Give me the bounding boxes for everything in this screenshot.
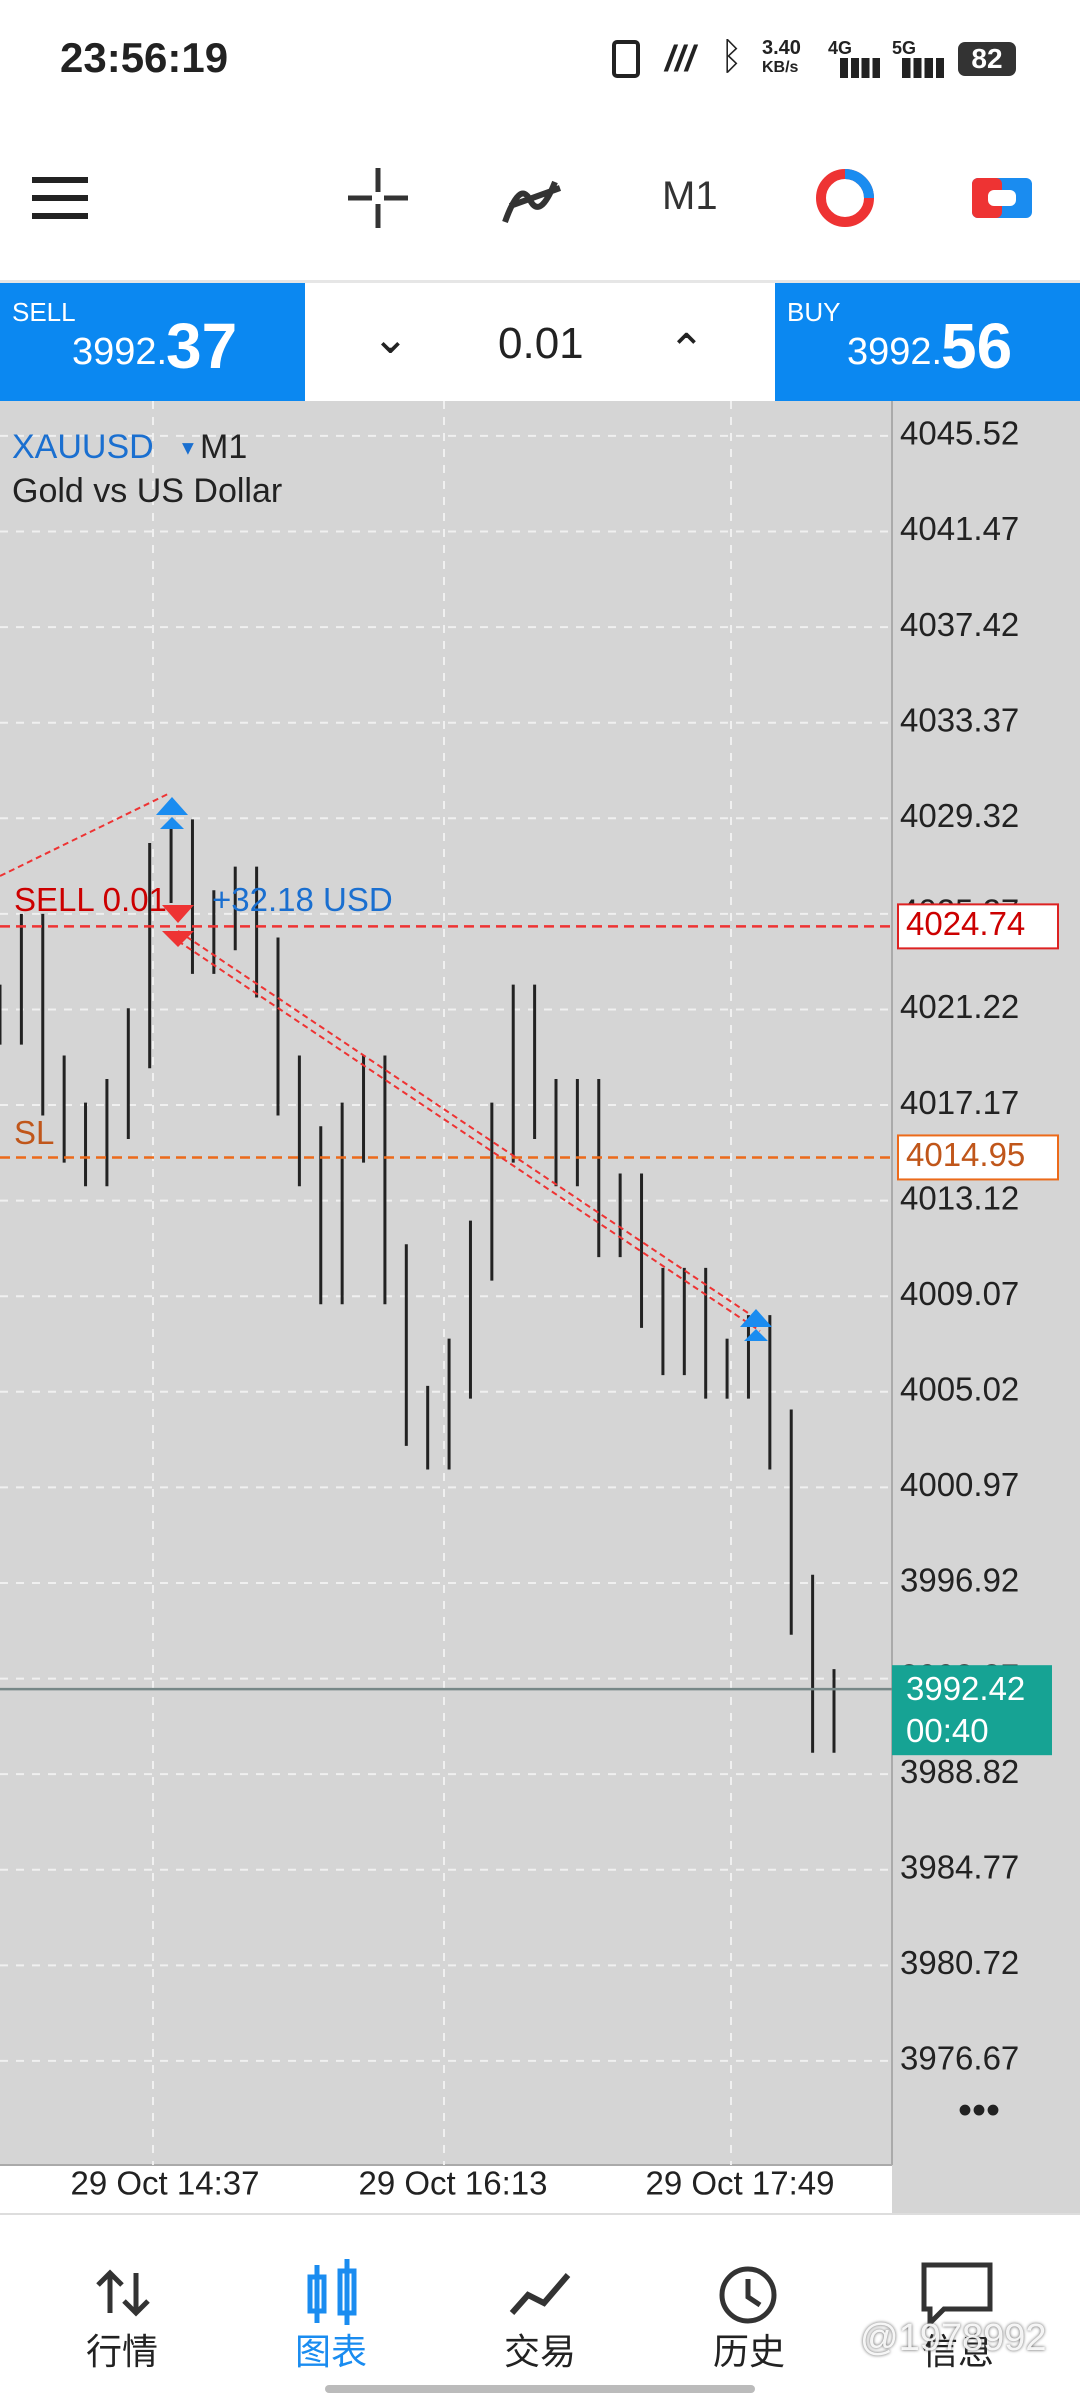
trade-panel: SELL 3992. 37 ⌄ 0.01 ⌃ BUY 3992. 56 bbox=[0, 283, 1080, 401]
status-bar: 23:56:19 /// ᛒ 3.40 KB/s 4G 5G 82 bbox=[0, 0, 1080, 120]
sl-price: 4014.95 bbox=[906, 1136, 1025, 1173]
y-tick-label: 4041.47 bbox=[900, 510, 1019, 547]
buy-price: 3992. bbox=[847, 331, 943, 373]
sell-price-big: 37 bbox=[166, 310, 238, 382]
y-tick-label: 4021.22 bbox=[900, 988, 1019, 1025]
y-tick-label: 4037.42 bbox=[900, 606, 1019, 643]
indicators-icon[interactable] bbox=[502, 180, 562, 224]
symbol: XAUUSD bbox=[12, 428, 154, 466]
y-tick-label: 4017.17 bbox=[900, 1084, 1019, 1121]
bluetooth-icon: ᛒ bbox=[720, 36, 743, 78]
buy-label: BUY bbox=[787, 297, 841, 327]
buy-price-big: 56 bbox=[941, 310, 1013, 382]
home-indicator bbox=[325, 2385, 755, 2393]
vibrate-icon bbox=[612, 40, 640, 78]
order-profit: +32.18 USD bbox=[212, 881, 393, 918]
exit-arrow bbox=[162, 905, 194, 947]
net-speed-value: 3.40 bbox=[762, 37, 801, 59]
toolbar: M1 bbox=[0, 120, 1080, 283]
y-tick-label: 4045.52 bbox=[900, 415, 1019, 452]
nav-item[interactable]: 信息 bbox=[921, 2331, 994, 2372]
order-tag bbox=[897, 903, 1059, 950]
y-tick-label: 3976.67 bbox=[900, 2040, 1019, 2077]
volume-up[interactable]: ⌃ bbox=[668, 326, 705, 375]
y-tick-label: 4009.07 bbox=[900, 1275, 1019, 1312]
crosshair-icon[interactable] bbox=[348, 168, 408, 228]
volume-down[interactable]: ⌄ bbox=[372, 314, 409, 363]
x-tick-label: 29 Oct 16:13 bbox=[359, 2165, 548, 2202]
bottom-nav: 行情 图表 交易 历史 信息 @1978992 bbox=[0, 2213, 1080, 2400]
plot-bg bbox=[0, 401, 892, 2165]
hd-icon: /// bbox=[665, 38, 696, 79]
nav-item[interactable]: 图表 bbox=[294, 2331, 367, 2372]
watermark: @1978992 bbox=[860, 2317, 1047, 2359]
chart-timeframe: M1 bbox=[200, 428, 247, 466]
axis-bg bbox=[892, 401, 1080, 2213]
divider bbox=[0, 280, 1080, 283]
net-speed: 3.40 KB/s bbox=[762, 38, 801, 78]
battery: 82 bbox=[958, 42, 1016, 76]
net-speed-unit: KB/s bbox=[762, 59, 799, 76]
y-tick-label: 4013.12 bbox=[900, 1179, 1019, 1216]
y-tick-label: 4000.97 bbox=[900, 1466, 1019, 1503]
timeframe-button[interactable]: M1 bbox=[662, 174, 718, 218]
x-tick-label: 29 Oct 14:37 bbox=[71, 2165, 260, 2202]
sim2: 5G bbox=[892, 38, 917, 58]
description: Gold vs US Dollar bbox=[12, 472, 282, 510]
sell-price: 3992. bbox=[72, 331, 168, 373]
price-chart: 4045.524041.474037.424033.374029.324025.… bbox=[0, 401, 1080, 2213]
dropdown: ▼ bbox=[178, 437, 198, 459]
signal-2 bbox=[902, 58, 944, 78]
x-tick-label: 29 Oct 17:49 bbox=[646, 2165, 835, 2202]
menu-icon[interactable] bbox=[32, 177, 88, 219]
bid-tag bbox=[892, 1665, 1052, 1756]
trade-link bbox=[0, 792, 761, 1332]
y-tick-label: 3984.77 bbox=[900, 1848, 1019, 1885]
bid-countdown: 00:40 bbox=[906, 1712, 989, 1749]
toolbar-icons bbox=[32, 168, 1032, 228]
nav-item[interactable]: 历史 bbox=[712, 2331, 785, 2372]
signal-1 bbox=[840, 58, 880, 78]
y-tick-label: 4029.32 bbox=[900, 797, 1019, 834]
y-tick-label: 3980.72 bbox=[900, 1944, 1019, 1981]
clock: 23:56:19 bbox=[60, 34, 229, 81]
entry-arrow bbox=[156, 797, 188, 829]
y-tick-label: 4033.37 bbox=[900, 701, 1019, 738]
y-tick-label: 3996.92 bbox=[900, 1562, 1019, 1599]
sl-label: SL bbox=[14, 1114, 54, 1151]
buy-button[interactable]: BUY 3992. 56 bbox=[775, 283, 1080, 401]
bid-price: 3992.42 bbox=[906, 1670, 1025, 1707]
order-label: SELL 0.01 bbox=[14, 881, 167, 918]
volume[interactable]: 0.01 bbox=[498, 319, 584, 368]
sim1: 4G bbox=[828, 38, 853, 58]
nav-icons bbox=[96, 2259, 993, 2330]
order-price: 4024.74 bbox=[906, 905, 1025, 942]
nav-item[interactable]: 行情 bbox=[85, 2331, 158, 2372]
sell-label: SELL bbox=[12, 297, 76, 327]
y-tick-label: 4005.02 bbox=[900, 1371, 1019, 1408]
entry-arrow bbox=[740, 1309, 772, 1341]
y-tick-label: 3988.82 bbox=[900, 1753, 1019, 1790]
sl-tag bbox=[897, 1134, 1059, 1181]
nav-item[interactable]: 交易 bbox=[503, 2331, 576, 2372]
sell-button[interactable]: SELL 3992. 37 bbox=[0, 283, 305, 401]
more-dots: ••• bbox=[958, 2089, 1000, 2133]
